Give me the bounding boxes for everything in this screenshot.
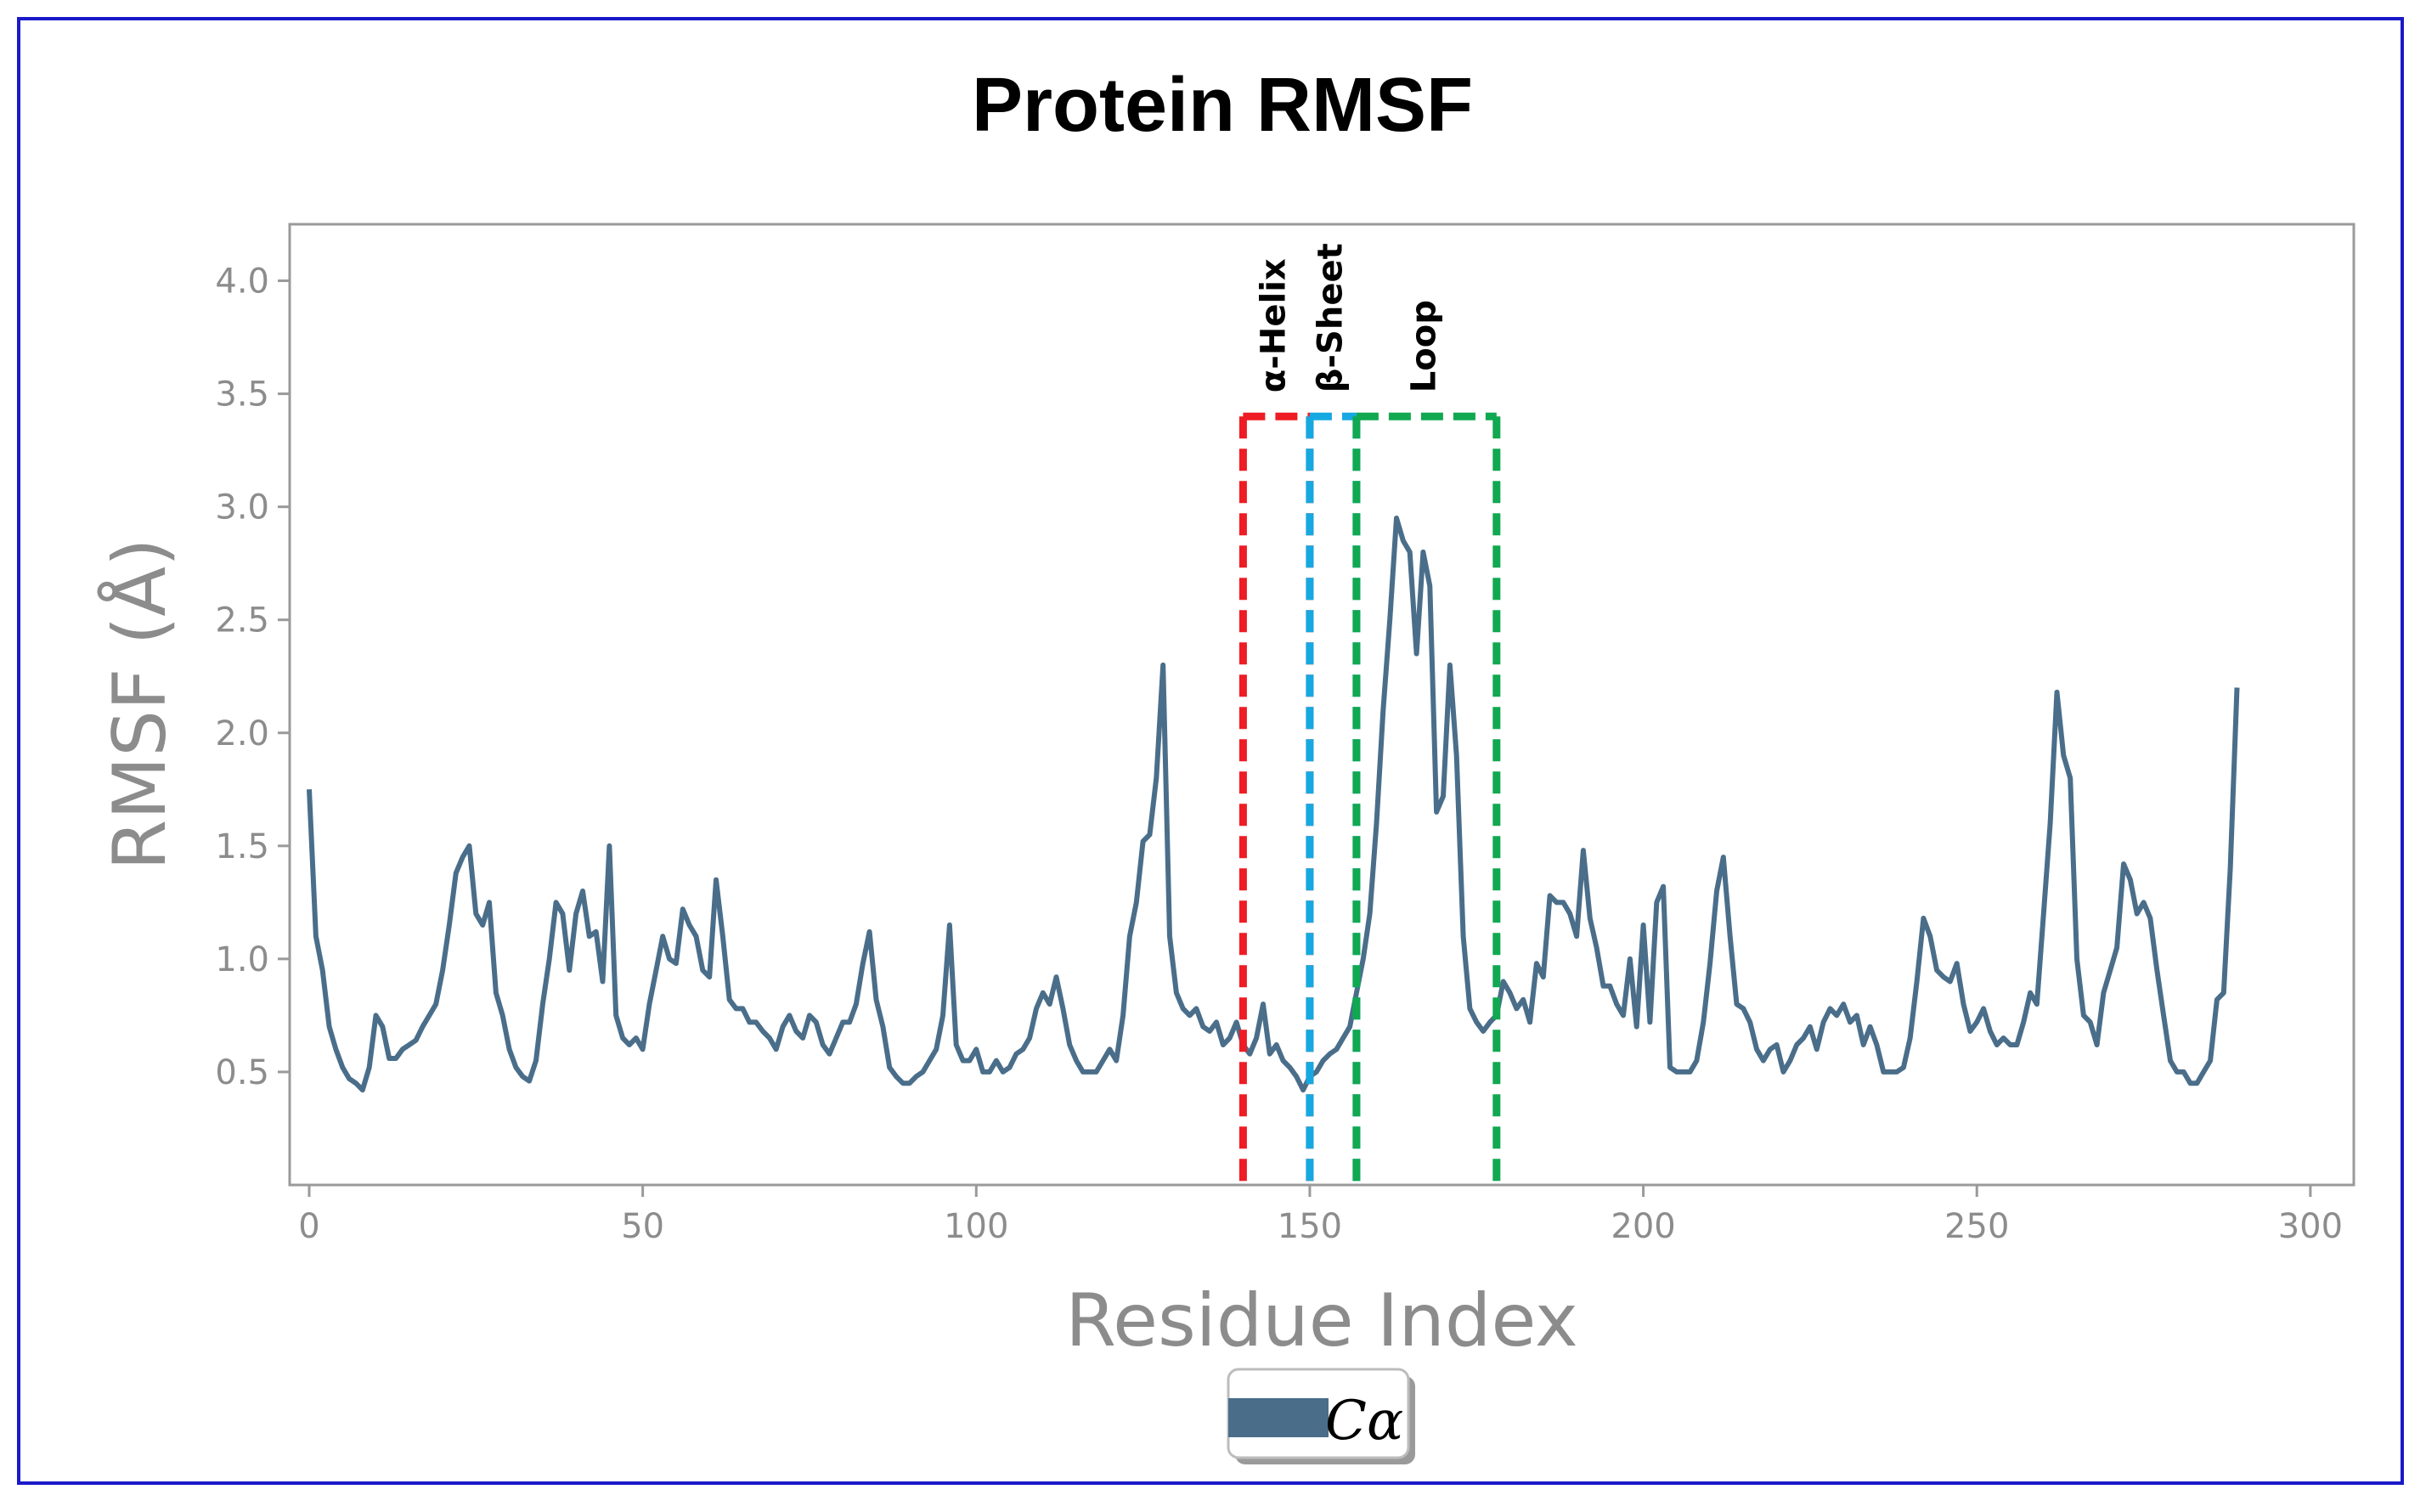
y-tick-label: 1.0	[215, 940, 269, 979]
y-tick-label: 0.5	[215, 1053, 269, 1092]
plot-area	[288, 223, 2355, 1187]
y-tick-label: 2.0	[215, 714, 269, 753]
legend-label: Cα	[1325, 1390, 1403, 1453]
figure-frame: Protein RMSF 0.5 1.0 1.5 2.0 2.5 3.0 3.5 4.0 0 5…	[17, 17, 2404, 1485]
y-tick-label: 4.0	[215, 262, 269, 302]
x-axis-ticks: 0 50 100 150 200 250 300	[298, 1185, 2343, 1246]
y-tick-label: 1.5	[215, 827, 269, 866]
region-annotations: α-Helix β-Sheet Loop	[1238, 243, 1501, 1185]
legend-swatch	[1228, 1398, 1329, 1437]
chart-title: Protein RMSF	[972, 63, 1473, 148]
x-tick-label: 300	[2278, 1207, 2343, 1246]
x-tick-label: 150	[1278, 1207, 1342, 1246]
y-axis-label: RMSF (Å)	[97, 538, 183, 870]
x-axis-label: Residue Index	[1065, 1278, 1578, 1363]
region-label: Loop	[1404, 300, 1443, 392]
x-tick-label: 100	[944, 1207, 1008, 1246]
x-tick-label: 250	[1944, 1207, 2009, 1246]
rmsf-chart: Protein RMSF 0.5 1.0 1.5 2.0 2.5 3.0 3.5 4.0 0 5…	[97, 63, 2355, 1464]
y-tick-label: 2.5	[215, 601, 269, 640]
region-label: β-Sheet	[1311, 243, 1350, 392]
y-tick-label: 3.0	[215, 488, 269, 528]
y-axis-ticks: 0.5 1.0 1.5 2.0 2.5 3.0 3.5 4.0	[215, 262, 290, 1092]
region-label: α-Helix	[1255, 258, 1294, 392]
legend: Cα	[1227, 1368, 1415, 1464]
x-tick-label: 200	[1611, 1207, 1675, 1246]
x-tick-label: 50	[621, 1207, 664, 1246]
series-line-calpha	[307, 516, 2240, 1093]
x-tick-label: 0	[298, 1207, 319, 1246]
y-tick-label: 3.5	[215, 375, 269, 415]
